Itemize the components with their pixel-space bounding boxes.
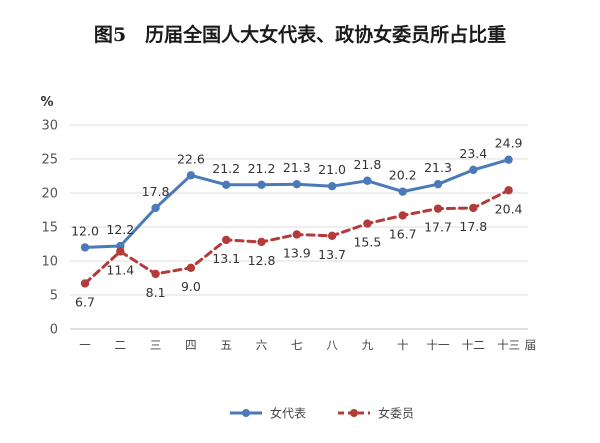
x-axis-suffix-label: 届: [525, 338, 537, 352]
x-tick-label: 一: [79, 338, 91, 352]
data-label: 20.2: [389, 168, 417, 183]
data-label: 13.7: [318, 247, 346, 262]
data-point: [80, 279, 90, 288]
data-label: 12.0: [71, 223, 99, 238]
x-tick-label: 四: [185, 338, 197, 352]
data-point: [222, 180, 231, 190]
data-point: [116, 247, 125, 256]
data-label: 20.4: [495, 201, 523, 216]
data-point: [433, 179, 443, 189]
data-label: 9.0: [181, 279, 201, 294]
y-axis-ticks: 0 5 10 15 20 25 30: [41, 119, 58, 338]
data-point: [327, 231, 337, 241]
data-label: 13.1: [212, 251, 240, 266]
x-tick-label: 五: [220, 338, 232, 352]
data-label: 21.0: [318, 162, 346, 177]
data-label: 17.7: [424, 220, 452, 235]
data-point: [151, 269, 160, 279]
data-point: [398, 187, 407, 196]
data-label: 21.8: [353, 157, 381, 172]
data-label: 17.8: [459, 219, 487, 234]
data-point: [363, 176, 372, 185]
data-label: 23.4: [459, 146, 487, 161]
chart-title: 图5 历届全国人大女代表、政协女委员所占比重: [94, 23, 506, 46]
series-points: [80, 155, 513, 288]
data-label: 8.1: [146, 285, 166, 300]
y-tick-label: 30: [41, 119, 58, 134]
data-point: [433, 204, 443, 213]
legend-marker: [242, 409, 250, 417]
y-tick-label: 25: [41, 153, 58, 168]
x-tick-label: 九: [362, 338, 374, 352]
x-tick-label: 六: [256, 338, 268, 352]
y-tick-label: 5: [50, 289, 58, 304]
data-point: [151, 203, 160, 213]
data-point: [469, 165, 478, 175]
legend-label: 女委员: [378, 406, 414, 421]
x-tick-label: 三: [150, 338, 162, 352]
data-point: [292, 230, 301, 239]
x-tick-label: 二: [115, 338, 127, 352]
data-point: [504, 155, 513, 164]
x-tick-label: 七: [291, 338, 303, 352]
data-label: 6.7: [75, 294, 95, 309]
data-label: 15.5: [353, 235, 381, 250]
data-point: [186, 171, 196, 180]
data-point: [504, 186, 513, 195]
data-point: [222, 235, 231, 245]
x-tick-label: 十三: [497, 338, 520, 352]
y-tick-label: 0: [50, 323, 58, 338]
data-label: 12.2: [106, 222, 134, 237]
data-label: 13.9: [283, 245, 311, 260]
data-label: 11.4: [106, 262, 134, 277]
x-tick-label: 十一: [427, 338, 450, 352]
data-label: 21.3: [283, 160, 311, 175]
data-labels: 12.0 12.2 17.8 22.6 21.2 21.2 21.3 21.0 21.8 20.2…: [71, 136, 522, 310]
legend-marker: [350, 409, 358, 417]
legend: 女代表 女委员: [230, 406, 414, 421]
y-tick-label: 20: [41, 187, 58, 202]
data-point: [363, 219, 372, 228]
y-axis-unit-label: %: [40, 95, 53, 110]
data-label: 17.8: [142, 184, 170, 199]
data-point: [257, 180, 266, 190]
data-label: 24.9: [495, 136, 523, 151]
x-axis-ticks: 一 二 三 四 五 六 七 八 九 十 十一 十二 十三届: [79, 338, 536, 352]
data-label: 21.2: [248, 161, 276, 176]
legend-label: 女代表: [270, 406, 306, 421]
data-label: 21.2: [212, 161, 240, 176]
x-tick-label: 十: [397, 338, 409, 352]
data-point: [327, 182, 337, 191]
data-point: [257, 237, 266, 247]
data-point: [398, 211, 407, 220]
y-tick-label: 15: [41, 221, 58, 236]
data-label: 22.6: [177, 151, 205, 166]
data-point: [292, 179, 301, 189]
data-point: [80, 243, 90, 252]
data-label: 21.3: [424, 160, 452, 175]
data-label: 12.8: [248, 253, 276, 268]
data-label: 16.7: [389, 226, 417, 241]
data-point: [186, 263, 196, 272]
y-tick-label: 10: [41, 255, 58, 270]
x-tick-label: 十二: [462, 338, 485, 352]
x-tick-label: 八: [326, 338, 338, 352]
gridlines: [70, 124, 528, 330]
data-point: [469, 203, 478, 213]
